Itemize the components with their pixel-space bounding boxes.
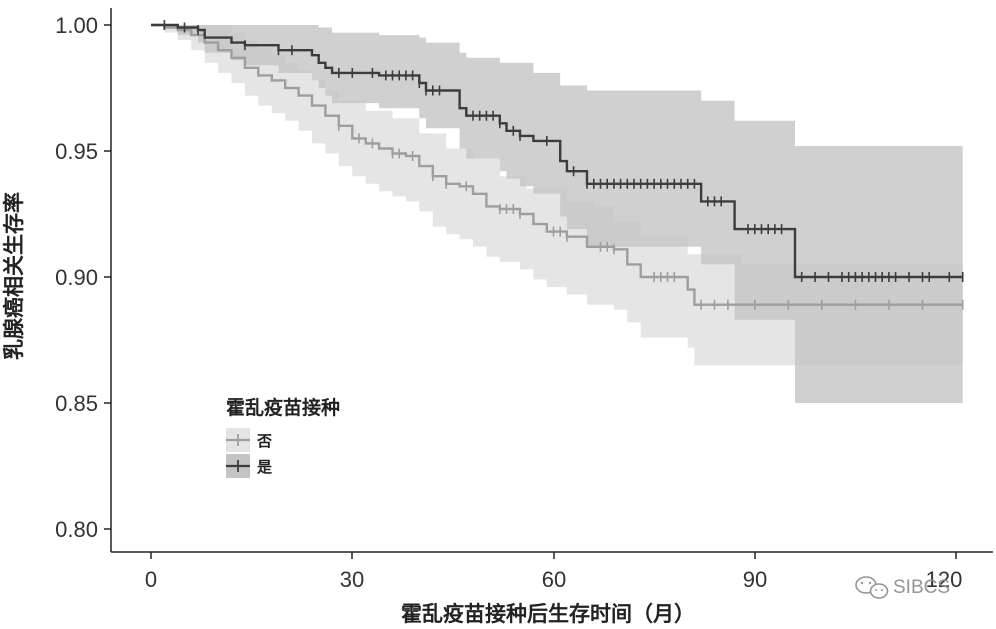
y-tick-label: 0.80: [55, 517, 98, 542]
x-ticks: 0 30 60 90 120: [145, 552, 962, 592]
y-tick-label: 0.95: [55, 139, 98, 164]
legend-item-no: 否: [226, 428, 272, 452]
confidence-bands: [151, 25, 963, 403]
y-tick-label: 1.00: [55, 13, 98, 38]
legend-label-no: 否: [256, 432, 272, 450]
x-tick-label: 120: [926, 567, 963, 592]
legend-label-yes: 是: [256, 458, 273, 476]
y-axis-title: 乳腺癌相关生存率: [2, 192, 26, 360]
ci-band-yes: [151, 25, 963, 403]
censor-marks: [163, 20, 964, 310]
x-tick-label: 30: [340, 567, 364, 592]
wechat-icon: [855, 576, 889, 599]
x-axis-title: 霍乱疫苗接种后生存时间（月）: [401, 602, 695, 626]
x-tick-label: 0: [145, 567, 157, 592]
axes: [110, 8, 993, 553]
legend-title: 霍乱疫苗接种: [226, 396, 340, 419]
watermark: SIBCS: [855, 576, 950, 599]
x-tick-label: 90: [743, 567, 767, 592]
watermark-text: SIBCS: [893, 577, 950, 598]
x-tick-label: 60: [542, 567, 566, 592]
legend: 霍乱疫苗接种 否 是: [226, 396, 340, 478]
y-ticks: 1.00 0.95 0.90 0.85 0.80: [55, 13, 111, 542]
y-tick-label: 0.85: [55, 391, 98, 416]
y-tick-label: 0.90: [55, 265, 98, 290]
legend-item-yes: 是: [226, 454, 273, 478]
